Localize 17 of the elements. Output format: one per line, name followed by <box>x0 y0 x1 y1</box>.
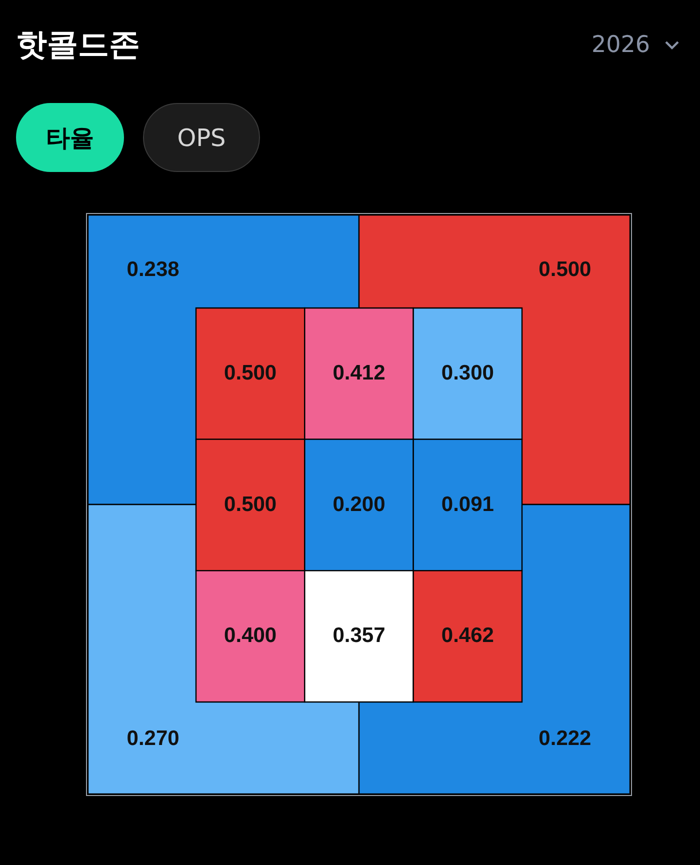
chart-title: 핫콜드존 <box>16 26 140 65</box>
text: 2026 <box>591 32 650 58</box>
data-label: 0.300 <box>441 361 494 384</box>
data-label: 0.270 <box>126 726 180 750</box>
data-label: 0.357 <box>332 624 386 648</box>
data-label: 0.200 <box>332 492 386 516</box>
data-label: 0.412 <box>332 361 386 384</box>
data-label: 0.238 <box>126 258 180 281</box>
data-label: 0.500 <box>224 361 277 384</box>
data-label: 0.400 <box>224 624 277 648</box>
text: OPS <box>143 103 260 172</box>
text: 타율 <box>16 103 124 172</box>
data-label: 0.500 <box>224 492 277 516</box>
data-label: 0.091 <box>441 492 494 516</box>
data-label: 0.462 <box>441 624 494 648</box>
data-label: 0.222 <box>538 726 592 750</box>
data-label: 0.500 <box>538 258 592 281</box>
